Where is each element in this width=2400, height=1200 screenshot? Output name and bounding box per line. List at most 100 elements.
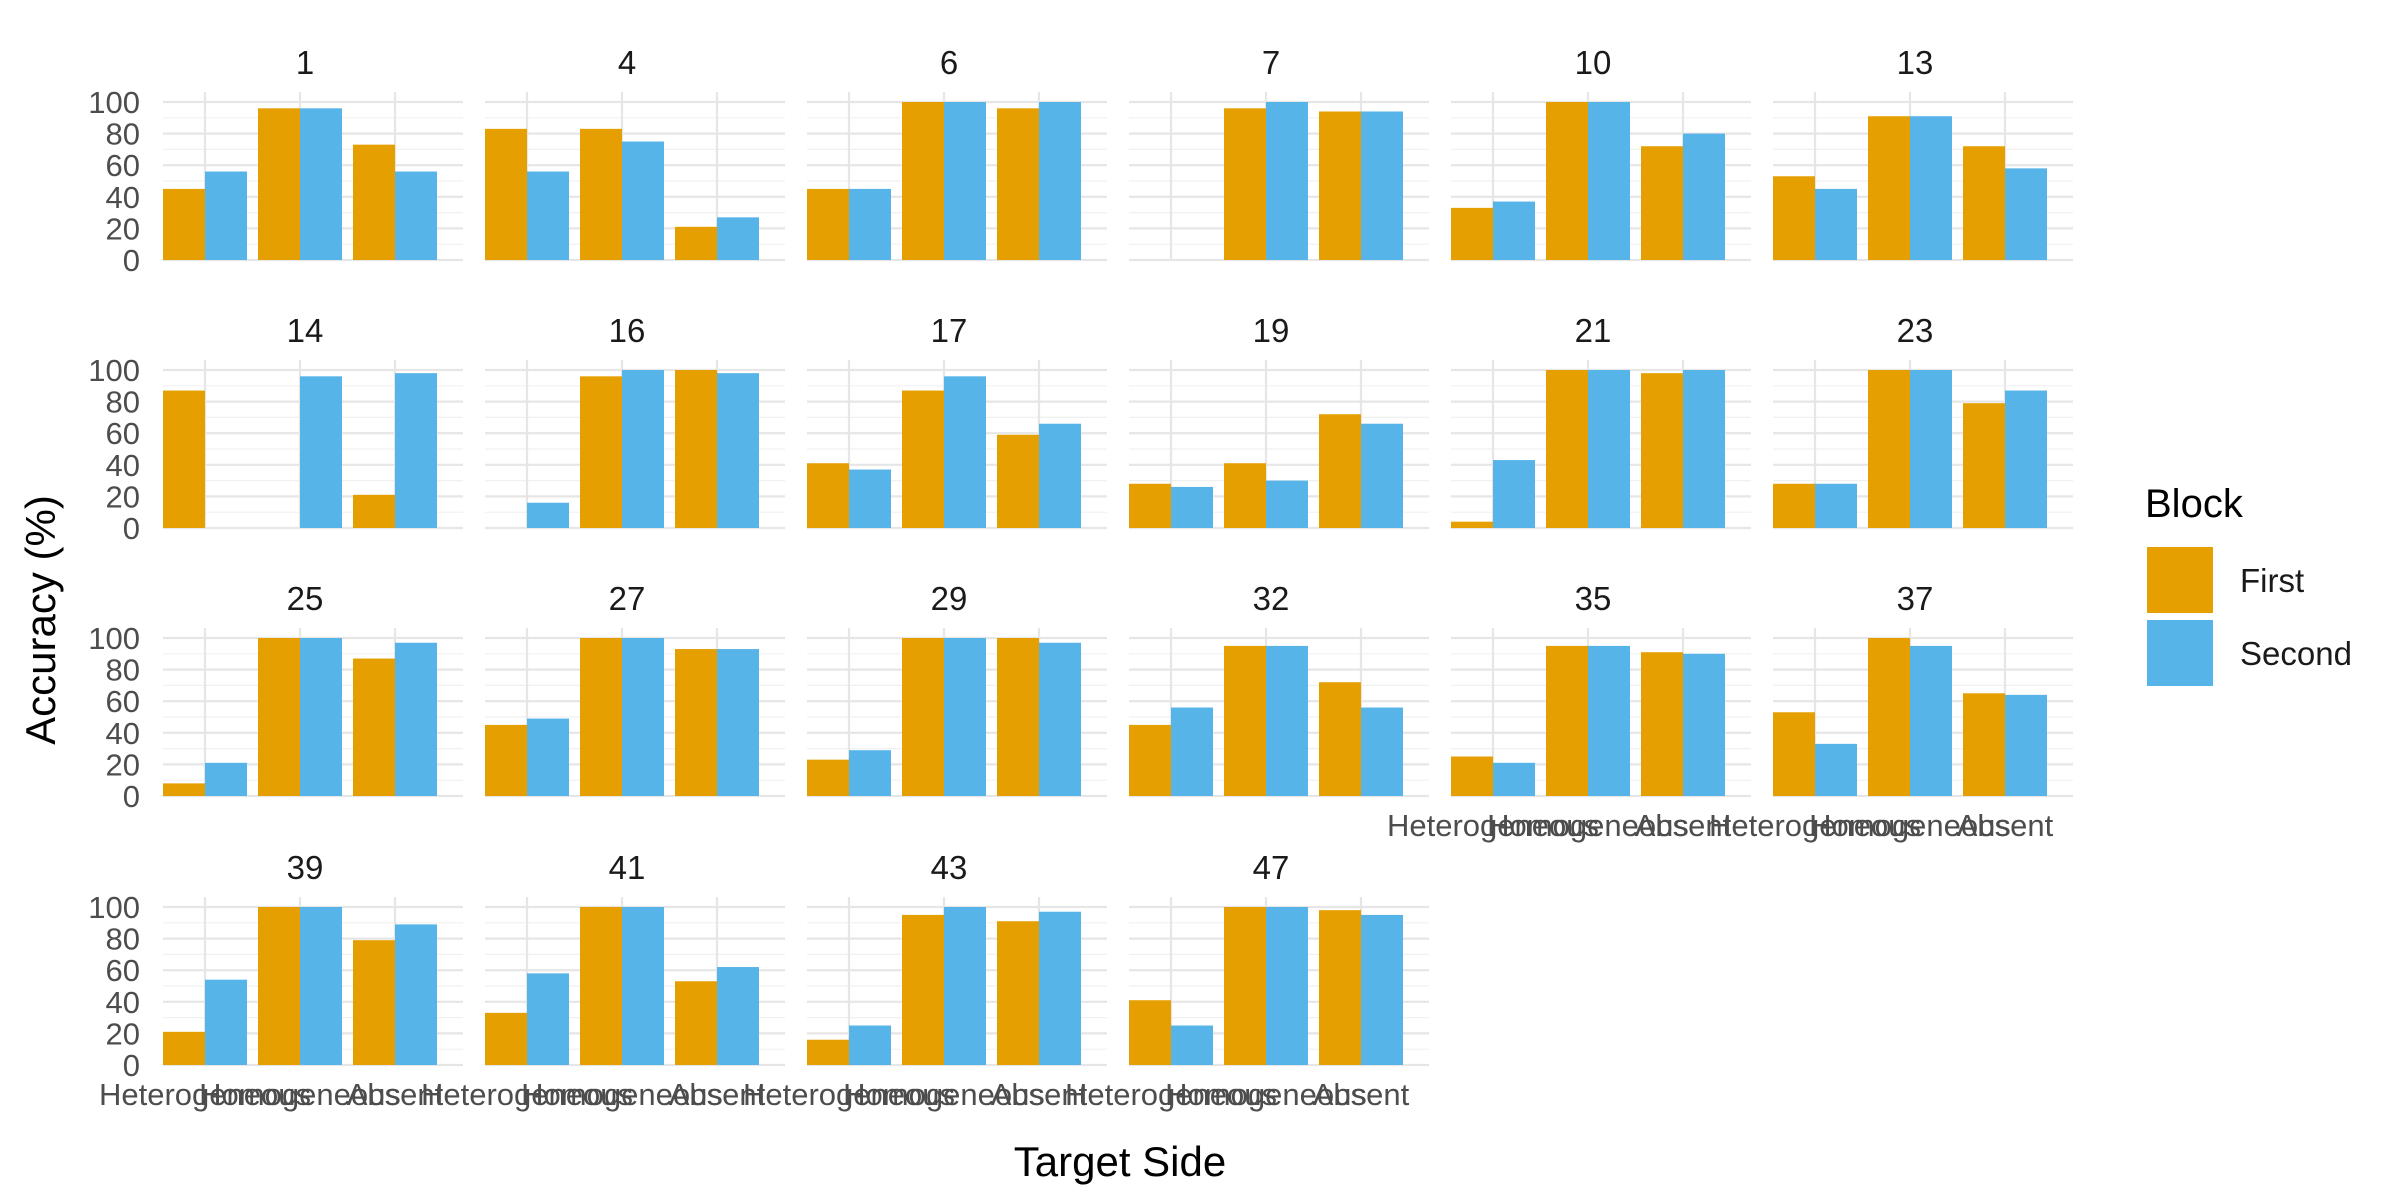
panel-label: 16 xyxy=(609,312,646,349)
panel-label: 13 xyxy=(1897,44,1934,81)
bar-first-14-absent xyxy=(353,494,395,528)
bar-first-17-heterogeneous xyxy=(807,463,849,528)
bar-second-25-absent xyxy=(395,642,437,796)
bar-first-41-homogeneous xyxy=(580,907,622,1065)
bar-first-27-heterogeneous xyxy=(485,724,527,796)
y-tick-label: 20 xyxy=(106,1016,140,1051)
panel-label: 1 xyxy=(296,44,314,81)
bar-first-13-absent xyxy=(1963,146,2005,260)
x-tick-label: Absent xyxy=(1313,1077,1410,1112)
bar-first-13-homogeneous xyxy=(1868,116,1910,260)
bar-first-27-homogeneous xyxy=(580,638,622,796)
y-tick-label: 60 xyxy=(106,148,140,183)
bar-second-1-absent xyxy=(395,171,437,260)
bar-first-37-absent xyxy=(1963,693,2005,796)
bar-second-17-absent xyxy=(1039,423,1081,528)
y-tick-label: 20 xyxy=(106,211,140,246)
bar-first-19-homogeneous xyxy=(1224,463,1266,528)
panel-label: 17 xyxy=(931,312,968,349)
bar-second-23-absent xyxy=(2005,390,2047,528)
bar-first-21-heterogeneous xyxy=(1451,521,1493,528)
bar-first-4-homogeneous xyxy=(580,128,622,260)
y-tick-label: 80 xyxy=(106,117,140,152)
bar-second-35-homogeneous xyxy=(1588,645,1630,796)
x-tick-label: Homogeneous xyxy=(1809,808,2011,843)
bar-second-25-heterogeneous xyxy=(205,762,247,796)
bar-second-23-homogeneous xyxy=(1910,370,1952,528)
bar-second-21-homogeneous xyxy=(1588,370,1630,528)
bar-second-19-heterogeneous xyxy=(1171,486,1213,528)
bar-second-13-heterogeneous xyxy=(1815,188,1857,260)
x-tick-label: Homogeneous xyxy=(199,1077,401,1112)
panel-label: 29 xyxy=(931,580,968,617)
bar-first-37-heterogeneous xyxy=(1773,712,1815,796)
bar-second-32-heterogeneous xyxy=(1171,707,1213,796)
bar-first-47-homogeneous xyxy=(1224,907,1266,1065)
bar-first-1-heterogeneous xyxy=(163,188,205,260)
y-tick-label: 20 xyxy=(106,479,140,514)
panel-label: 21 xyxy=(1575,312,1612,349)
panel-7: 7 xyxy=(1129,44,1429,262)
panel-6: 6 xyxy=(807,44,1107,262)
x-tick-label: Absent xyxy=(1635,808,1732,843)
bar-first-29-heterogeneous xyxy=(807,759,849,796)
bar-first-17-absent xyxy=(997,434,1039,528)
bar-first-32-absent xyxy=(1319,682,1361,796)
bar-second-23-heterogeneous xyxy=(1815,483,1857,528)
bar-first-21-absent xyxy=(1641,373,1683,528)
x-tick-label: Heterogeneous xyxy=(421,1077,633,1112)
bar-second-35-absent xyxy=(1683,653,1725,796)
bar-second-1-heterogeneous xyxy=(205,171,247,260)
bar-second-47-heterogeneous xyxy=(1171,1025,1213,1065)
bar-first-6-absent xyxy=(997,108,1039,260)
bar-first-6-heterogeneous xyxy=(807,188,849,260)
y-tick-label: 100 xyxy=(88,621,140,656)
bar-first-43-heterogeneous xyxy=(807,1039,849,1065)
bar-second-13-absent xyxy=(2005,168,2047,260)
y-tick-label: 100 xyxy=(88,85,140,120)
bar-first-35-heterogeneous xyxy=(1451,756,1493,796)
y-tick-label: 40 xyxy=(106,716,140,751)
bar-first-10-heterogeneous xyxy=(1451,207,1493,260)
x-tick-label: Absent xyxy=(1957,808,2054,843)
bar-first-19-absent xyxy=(1319,414,1361,528)
bar-first-29-absent xyxy=(997,638,1039,796)
bar-second-1-homogeneous xyxy=(300,108,342,260)
panel-label: 39 xyxy=(287,849,324,886)
bar-second-16-homogeneous xyxy=(622,370,664,528)
bar-second-32-absent xyxy=(1361,707,1403,796)
bar-second-7-absent xyxy=(1361,111,1403,260)
panel-label: 14 xyxy=(287,312,324,349)
bar-first-27-absent xyxy=(675,649,717,796)
bar-first-14-heterogeneous xyxy=(163,390,205,528)
bar-first-6-homogeneous xyxy=(902,102,944,260)
bar-second-21-absent xyxy=(1683,370,1725,528)
bar-second-27-absent xyxy=(717,649,759,796)
bar-first-39-homogeneous xyxy=(258,907,300,1065)
bar-second-32-homogeneous xyxy=(1266,645,1308,796)
bar-first-23-heterogeneous xyxy=(1773,483,1815,528)
panel-label: 35 xyxy=(1575,580,1612,617)
bar-second-27-homogeneous xyxy=(622,638,664,796)
bar-first-47-absent xyxy=(1319,910,1361,1065)
x-tick-label: Heterogeneous xyxy=(1387,808,1599,843)
x-tick-label: Homogeneous xyxy=(1487,808,1689,843)
bar-first-41-absent xyxy=(675,981,717,1065)
bar-first-4-heterogeneous xyxy=(485,128,527,260)
bar-second-4-heterogeneous xyxy=(527,171,569,260)
bar-second-17-homogeneous xyxy=(944,376,986,528)
x-tick-label: Homogeneous xyxy=(843,1077,1045,1112)
panel-17: 17 xyxy=(807,312,1107,530)
bar-first-1-absent xyxy=(353,144,395,260)
bar-second-21-heterogeneous xyxy=(1493,460,1535,528)
panel-19: 19 xyxy=(1129,312,1429,530)
bar-first-25-absent xyxy=(353,658,395,796)
y-tick-label: 0 xyxy=(123,779,140,814)
